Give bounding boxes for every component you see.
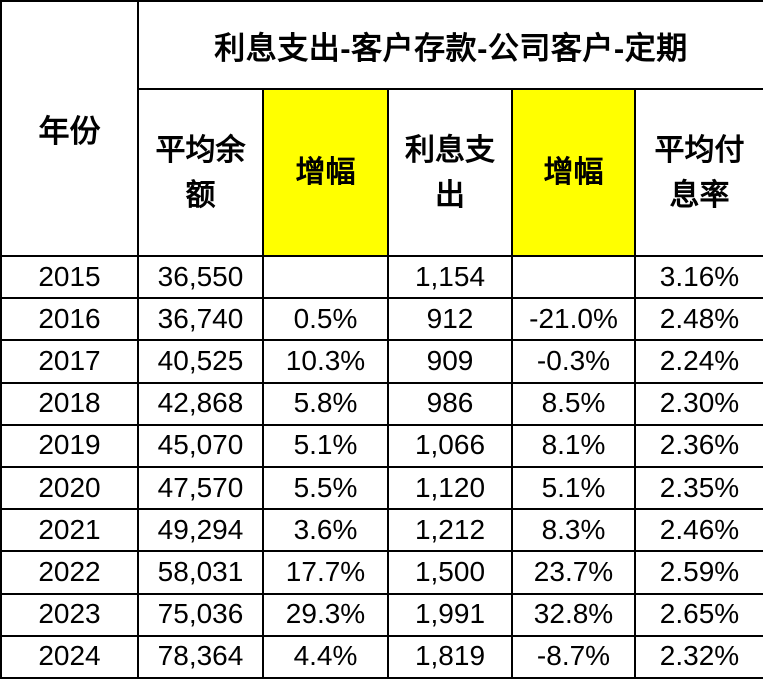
average-rate-cell: 2.30% <box>634 381 763 426</box>
expense-growth-cell: -0.3% <box>511 339 636 384</box>
average-balance-cell: 36,740 <box>137 297 264 342</box>
interest-expense-cell: 1,066 <box>387 423 513 468</box>
col-header-interest-expense: 利息支 出 <box>387 88 513 257</box>
table-row: 2021 49,294 3.6% 1,212 8.3% 2.46% <box>0 508 763 553</box>
year-cell: 2022 <box>0 550 139 595</box>
expense-growth-cell: 8.3% <box>511 508 636 553</box>
balance-growth-cell: 5.8% <box>262 381 389 426</box>
interest-expense-cell: 909 <box>387 339 513 384</box>
expense-growth-cell: 8.5% <box>511 381 636 426</box>
average-rate-cell: 3.16% <box>634 254 763 300</box>
table-title: 利息支出-客户存款-公司客户-定期 <box>137 0 763 90</box>
balance-growth-cell: 4.4% <box>262 634 389 679</box>
table-row: 2015 36,550 1,154 3.16% <box>0 254 763 300</box>
table-head: 年份 利息支出-客户存款-公司客户-定期 平均余 额 增幅 利息支 出 增幅 平… <box>0 0 763 257</box>
average-balance-cell: 75,036 <box>137 592 264 637</box>
title-row: 年份 利息支出-客户存款-公司客户-定期 <box>0 0 763 257</box>
year-cell: 2017 <box>0 339 139 384</box>
balance-growth-cell: 5.5% <box>262 465 389 511</box>
average-rate-cell: 2.59% <box>634 550 763 595</box>
table-row: 2020 47,570 5.5% 1,120 5.1% 2.35% <box>0 465 763 511</box>
table-row: 2024 78,364 4.4% 1,819 -8.7% 2.32% <box>0 634 763 679</box>
table-row: 2017 40,525 10.3% 909 -0.3% 2.24% <box>0 339 763 384</box>
col-header-average-interest-rate: 平均付 息率 <box>634 88 763 257</box>
average-rate-cell: 2.65% <box>634 592 763 637</box>
average-balance-cell: 45,070 <box>137 423 264 468</box>
interest-expense-cell: 1,819 <box>387 634 513 679</box>
expense-growth-cell: -8.7% <box>511 634 636 679</box>
average-rate-cell: 2.46% <box>634 508 763 553</box>
balance-growth-cell: 10.3% <box>262 339 389 384</box>
year-cell: 2019 <box>0 423 139 468</box>
expense-growth-cell: -21.0% <box>511 297 636 342</box>
year-column-header: 年份 <box>0 0 139 257</box>
average-rate-cell: 2.35% <box>634 465 763 511</box>
interest-expense-cell: 1,154 <box>387 254 513 300</box>
interest-expense-cell: 1,991 <box>387 592 513 637</box>
expense-growth-cell: 32.8% <box>511 592 636 637</box>
average-balance-cell: 58,031 <box>137 550 264 595</box>
average-balance-cell: 40,525 <box>137 339 264 384</box>
balance-growth-cell: 29.3% <box>262 592 389 637</box>
col-header-average-balance: 平均余 额 <box>137 88 264 257</box>
year-cell: 2023 <box>0 592 139 637</box>
table-body: 2015 36,550 1,154 3.16% 2016 36,740 0.5% 912 -21… <box>0 254 763 679</box>
balance-growth-cell: 3.6% <box>262 508 389 553</box>
expense-growth-cell: 8.1% <box>511 423 636 468</box>
year-cell: 2021 <box>0 508 139 553</box>
average-rate-cell: 2.24% <box>634 339 763 384</box>
column-header-row: 平均余 额 增幅 利息支 出 增幅 平均付 息率 <box>1 88 763 257</box>
balance-growth-cell: 5.1% <box>262 423 389 468</box>
expense-growth-cell: 5.1% <box>511 465 636 511</box>
average-balance-cell: 42,868 <box>137 381 264 426</box>
average-balance-cell: 36,550 <box>137 254 264 300</box>
balance-growth-cell <box>262 254 389 300</box>
interest-expense-cell: 1,212 <box>387 508 513 553</box>
interest-expense-cell: 986 <box>387 381 513 426</box>
col-header-expense-growth: 增幅 <box>511 88 636 257</box>
interest-expense-cell: 1,120 <box>387 465 513 511</box>
table-row: 2022 58,031 17.7% 1,500 23.7% 2.59% <box>0 550 763 595</box>
balance-growth-cell: 17.7% <box>262 550 389 595</box>
table-row: 2023 75,036 29.3% 1,991 32.8% 2.65% <box>0 592 763 637</box>
table-row: 2018 42,868 5.8% 986 8.5% 2.30% <box>0 381 763 426</box>
year-cell: 2016 <box>0 297 139 342</box>
average-balance-cell: 49,294 <box>137 508 264 553</box>
year-cell: 2024 <box>0 634 139 679</box>
average-rate-cell: 2.48% <box>634 297 763 342</box>
col-header-balance-growth: 增幅 <box>262 88 389 257</box>
interest-expense-cell: 912 <box>387 297 513 342</box>
year-cell: 2015 <box>0 254 139 300</box>
average-rate-cell: 2.36% <box>634 423 763 468</box>
average-rate-cell: 2.32% <box>634 634 763 679</box>
average-balance-cell: 47,570 <box>137 465 264 511</box>
year-cell: 2020 <box>0 465 139 511</box>
table-row: 2019 45,070 5.1% 1,066 8.1% 2.36% <box>0 423 763 468</box>
average-balance-cell: 78,364 <box>137 634 264 679</box>
balance-growth-cell: 0.5% <box>262 297 389 342</box>
year-cell: 2018 <box>0 381 139 426</box>
expense-growth-cell: 23.7% <box>511 550 636 595</box>
expense-growth-cell <box>511 254 636 300</box>
interest-expense-cell: 1,500 <box>387 550 513 595</box>
table-row: 2016 36,740 0.5% 912 -21.0% 2.48% <box>0 297 763 342</box>
